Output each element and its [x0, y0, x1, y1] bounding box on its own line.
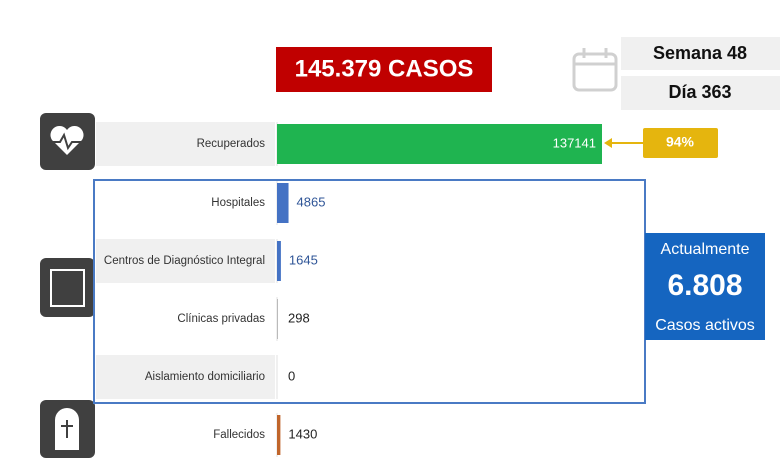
category-label: Recuperados: [197, 138, 266, 150]
day-box: [621, 76, 780, 110]
bar: [277, 124, 602, 164]
category-label: Fallecidos: [213, 429, 265, 441]
share-box: [643, 128, 718, 158]
bar: [277, 299, 278, 339]
value-label: 137141: [553, 135, 596, 150]
row-band: [96, 122, 275, 166]
active-caption: Casos activos: [655, 317, 755, 334]
week-box: [621, 37, 780, 70]
hospital-shape: [50, 269, 85, 307]
pulse: [52, 132, 82, 151]
active-box: [645, 233, 765, 340]
heart-shape: [50, 125, 84, 155]
row-band: [96, 355, 275, 399]
recovered-share: 94%: [666, 134, 695, 150]
value-label: 0: [288, 368, 295, 383]
cross: [61, 420, 73, 438]
bar: [277, 183, 289, 223]
day: Día 363: [668, 82, 731, 102]
value-label: 1645: [289, 252, 318, 267]
hospital-icon: [40, 258, 95, 317]
category-label: Centros de Diagnóstico Integral: [104, 255, 265, 267]
value-label: 1430: [288, 426, 317, 441]
bar: [277, 415, 281, 455]
bar: [277, 241, 281, 281]
value-label: 298: [288, 310, 310, 325]
arrow-head: [604, 138, 612, 148]
value-label: 4865: [297, 194, 326, 209]
category-label: Clínicas privadas: [177, 313, 265, 325]
category-label: Hospitales: [211, 197, 265, 209]
total-label: 145.379 CASOS: [295, 55, 474, 82]
week: Semana 48: [653, 43, 747, 63]
calendar-icon: [572, 48, 618, 92]
row-band: [96, 239, 275, 283]
total-box: [276, 47, 492, 92]
active-number: 6.808: [667, 269, 742, 302]
category-label: Aislamiento domiciliario: [145, 371, 265, 383]
active-heading: Actualmente: [661, 241, 750, 258]
